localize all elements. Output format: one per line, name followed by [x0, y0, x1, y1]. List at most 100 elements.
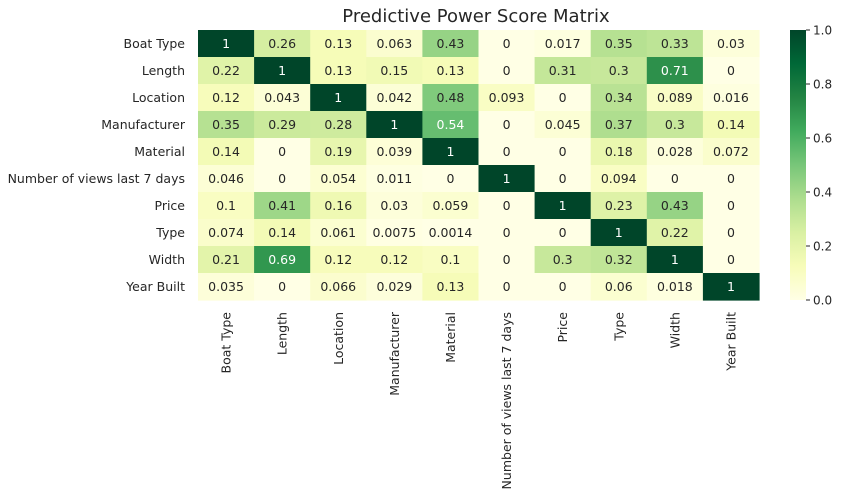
cell-value-label: 0 — [559, 225, 567, 240]
heatmap-cell-boat-type-material — [422, 30, 480, 58]
heatmap-cell-number-of-views-last-7-days-material — [422, 165, 480, 193]
heatmap-cell-length-length — [254, 57, 311, 85]
cell-value-label: 0.039 — [376, 144, 412, 159]
heatmap-cell-width-length — [254, 246, 311, 274]
heatmap-cell-year-built-type — [590, 273, 648, 301]
cell-value-label: 0 — [503, 36, 511, 51]
cell-value-label: 0.066 — [320, 279, 356, 294]
heatmap-cell-width-year-built — [702, 246, 760, 274]
cell-value-label: 0 — [503, 198, 511, 213]
heatmap-cell-type-width — [646, 219, 704, 247]
heatmap-cell-location-type — [590, 84, 648, 112]
heatmap-cell-year-built-length — [254, 273, 311, 301]
x-tick-label: Location — [331, 312, 346, 365]
heatmap-cell-material-location — [310, 138, 367, 166]
cell-value-label: 0 — [278, 171, 286, 186]
heatmap-cell-type-boat-type — [198, 219, 255, 247]
cell-value-label: 1 — [390, 117, 398, 132]
cell-value-label: 0.15 — [380, 63, 408, 78]
cell-value-label: 1 — [503, 171, 511, 186]
heatmap-cell-location-price — [534, 84, 592, 112]
heatmap-cell-price-year-built — [702, 192, 760, 220]
cell-value-label: 0.41 — [268, 198, 296, 213]
heatmap-cell-boat-type-length — [254, 30, 311, 58]
y-tick-label: Price — [155, 198, 186, 213]
colorbar-tick-label: 0.2 — [813, 239, 832, 253]
heatmap-cell-boat-type-boat-type — [198, 30, 255, 58]
cell-value-label: 0 — [727, 198, 735, 213]
cell-value-label: 0.06 — [605, 279, 633, 294]
colorbar-tick-label: 0.4 — [813, 185, 832, 199]
cell-value-label: 0 — [503, 144, 511, 159]
x-tick-label: Material — [443, 312, 458, 363]
heatmap-cell-manufacturer-width — [646, 111, 704, 139]
heatmap-cell-width-material — [422, 246, 480, 274]
cell-value-label: 0.03 — [717, 36, 745, 51]
cell-value-label: 0.042 — [376, 90, 412, 105]
cell-value-label: 0.011 — [376, 171, 412, 186]
cell-value-label: 0.28 — [324, 117, 352, 132]
cell-value-label: 0 — [278, 144, 286, 159]
cell-value-label: 0 — [727, 171, 735, 186]
heatmap-cell-length-manufacturer — [366, 57, 423, 85]
heatmap-cell-length-year-built — [702, 57, 760, 85]
colorbar-tick-label: 0.8 — [813, 77, 832, 91]
cell-value-label: 0.1 — [216, 198, 236, 213]
heatmap-cell-boat-type-number-of-views-last-7-days — [478, 30, 536, 58]
cell-value-label: 0.19 — [324, 144, 352, 159]
cell-value-label: 0 — [559, 90, 567, 105]
heatmap-cell-width-location — [310, 246, 367, 274]
y-tick-label: Boat Type — [124, 36, 186, 51]
heatmap-cell-year-built-material — [422, 273, 480, 301]
heatmap-cell-number-of-views-last-7-days-price — [534, 165, 592, 193]
heatmap-cell-type-type — [590, 219, 648, 247]
heatmap-cell-length-price — [534, 57, 592, 85]
heatmap-cell-width-price — [534, 246, 592, 274]
cell-value-label: 0 — [503, 63, 511, 78]
heatmap-cell-number-of-views-last-7-days-boat-type — [198, 165, 255, 193]
cell-value-label: 0.018 — [657, 279, 693, 294]
heatmap-cell-price-length — [254, 192, 311, 220]
cell-value-label: 0.29 — [268, 117, 296, 132]
heatmap-cell-type-manufacturer — [366, 219, 423, 247]
cell-value-label: 0.028 — [657, 144, 693, 159]
cell-value-label: 0.0014 — [429, 225, 473, 240]
cell-value-label: 0.016 — [713, 90, 749, 105]
cell-value-label: 0.34 — [605, 90, 633, 105]
heatmap-cell-material-price — [534, 138, 592, 166]
y-tick-label: Manufacturer — [101, 117, 186, 132]
heatmap-cell-location-number-of-views-last-7-days — [478, 84, 536, 112]
cell-value-label: 0.37 — [605, 117, 633, 132]
heatmap-cell-length-number-of-views-last-7-days — [478, 57, 536, 85]
heatmap-cell-material-type — [590, 138, 648, 166]
heatmap-cell-type-length — [254, 219, 311, 247]
x-axis-tick-labels: Boat Type Length Location Manufacturer Mater… — [219, 311, 739, 489]
x-tick-label: Year Built — [723, 312, 738, 372]
heatmap-cell-price-boat-type — [198, 192, 255, 220]
y-tick-label: Length — [142, 63, 185, 78]
heatmap-cell-material-width — [646, 138, 704, 166]
cell-value-label: 0.43 — [437, 36, 465, 51]
heatmap-cell-number-of-views-last-7-days-year-built — [702, 165, 760, 193]
cell-value-label: 0.26 — [268, 36, 296, 51]
heatmap-cell-material-number-of-views-last-7-days — [478, 138, 536, 166]
colorbar-tick-label: 1.0 — [813, 23, 832, 37]
cell-value-label: 1 — [334, 90, 342, 105]
heatmap-cell-boat-type-location — [310, 30, 367, 58]
heatmap-cell-length-material — [422, 57, 480, 85]
heatmap-cell-labels: 1 0.26 0.13 0.063 0.43 0 0.017 0.35 0.33 0.03 0.22… — [208, 36, 749, 294]
cell-value-label: 0.054 — [320, 171, 356, 186]
heatmap-cell-boat-type-year-built — [702, 30, 760, 58]
cell-value-label: 0.3 — [609, 63, 629, 78]
heatmap-cell-length-boat-type — [198, 57, 255, 85]
cell-value-label: 0 — [503, 279, 511, 294]
cell-value-label: 1 — [278, 63, 286, 78]
heatmap-cell-year-built-manufacturer — [366, 273, 423, 301]
heatmap-cell-length-width — [646, 57, 704, 85]
heatmap-cell-manufacturer-material — [422, 111, 480, 139]
heatmap-cell-year-built-price — [534, 273, 592, 301]
heatmap-cell-number-of-views-last-7-days-width — [646, 165, 704, 193]
cell-value-label: 0.14 — [717, 117, 745, 132]
heatmap-cell-width-boat-type — [198, 246, 255, 274]
